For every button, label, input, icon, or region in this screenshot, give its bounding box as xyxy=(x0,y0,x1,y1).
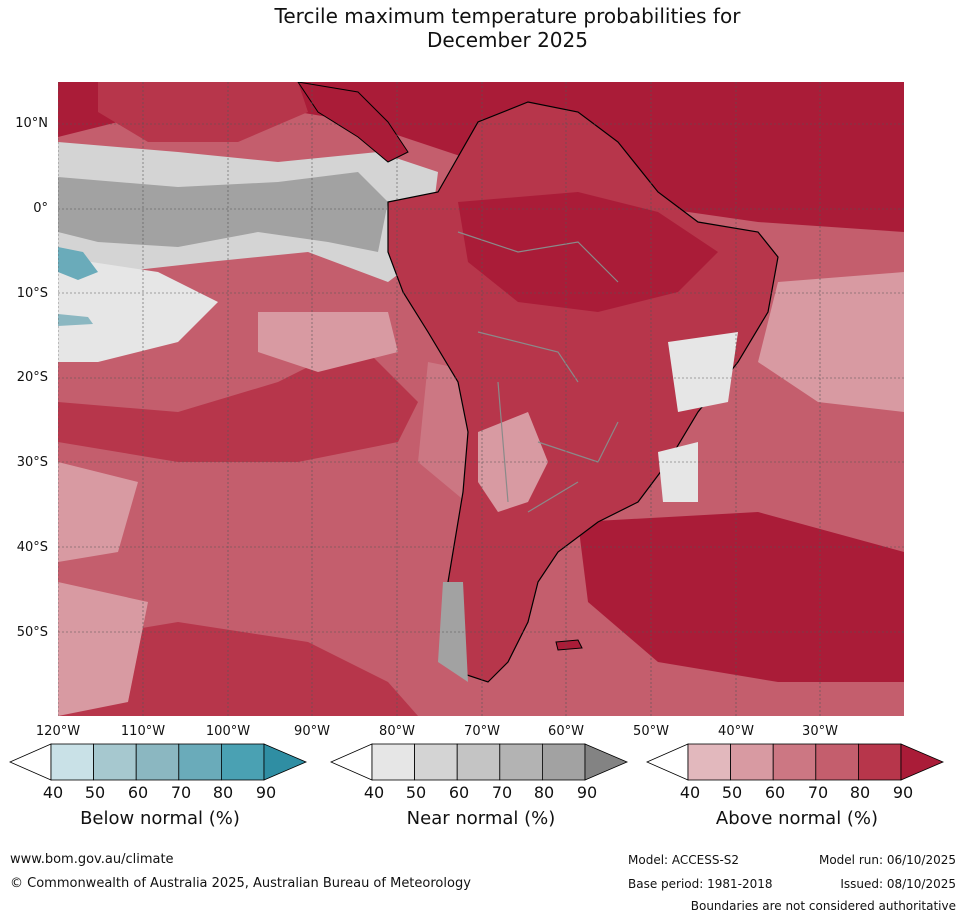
map-canvas xyxy=(58,82,904,716)
above-normal-title: Above normal (%) xyxy=(715,808,879,829)
below-normal-title: Below normal (%) xyxy=(80,808,240,829)
near-normal-colorbar xyxy=(330,743,629,781)
north-pacific-patch xyxy=(98,82,308,142)
map-title: Tercile maximum temperature probabilitie… xyxy=(0,4,965,52)
near-tick-40: 40 xyxy=(363,783,385,802)
above-colorbar-upper-extend xyxy=(900,743,945,781)
below-normal-patch-1 xyxy=(58,247,98,280)
near-normal-dark-grey xyxy=(58,172,388,252)
lon-label-90w: 90°W xyxy=(294,724,330,739)
near-colorbar-bin-3 xyxy=(456,743,501,781)
near-tick-70: 70 xyxy=(491,783,513,802)
lon-label-120w: 120°W xyxy=(35,724,81,739)
above-colorbar-bin-3 xyxy=(772,743,817,781)
above-tick-90: 90 xyxy=(892,783,914,802)
near-tick-90: 90 xyxy=(576,783,598,802)
above-tick-60: 60 xyxy=(764,783,786,802)
near-tick-80: 80 xyxy=(533,783,555,802)
near-normal-white-grey xyxy=(58,257,218,362)
below-colorbar-bin-4 xyxy=(178,743,222,781)
central-america-land xyxy=(297,82,409,163)
near-colorbar-bin-2 xyxy=(414,743,458,781)
model-name: Model: ACCESS-S2 xyxy=(628,853,740,867)
chaco-light-patch xyxy=(478,412,548,512)
title-line-1: Tercile maximum temperature probabilitie… xyxy=(274,4,741,28)
pink-patch-atlantic xyxy=(758,272,904,412)
above-tick-40: 40 xyxy=(679,783,701,802)
pink-patch-mid-pacific xyxy=(258,312,398,372)
lat-label-10n: 10°N xyxy=(15,116,48,131)
falkland-islands xyxy=(555,639,583,651)
below-normal-colorbar xyxy=(9,743,308,781)
brazil-near-normal-patch xyxy=(668,332,738,412)
lat-label-40s: 40°S xyxy=(16,540,48,555)
pink-patch-west xyxy=(58,462,138,562)
near-colorbar-bin-5 xyxy=(541,743,586,781)
below-tick-60: 60 xyxy=(127,783,149,802)
below-colorbar-upper-extend xyxy=(263,743,308,781)
boundaries-disclaimer: Boundaries are not considered authoritat… xyxy=(690,899,956,913)
near-colorbar-bin-1 xyxy=(371,743,415,781)
below-colorbar-bin-1 xyxy=(50,743,94,781)
model-run-date: Model run: 06/10/2025 xyxy=(818,853,956,867)
below-tick-80: 80 xyxy=(212,783,234,802)
lon-label-60w: 60°W xyxy=(548,724,584,739)
below-tick-50: 50 xyxy=(84,783,106,802)
southern-ocean-band xyxy=(58,622,418,716)
graticule xyxy=(58,82,904,716)
above-normal-colorbar xyxy=(646,743,945,781)
below-colorbar-lower-extend xyxy=(9,743,52,781)
lat-label-10s: 10°S xyxy=(16,286,48,301)
below-colorbar-bin-3 xyxy=(135,743,180,781)
lon-label-40w: 40°W xyxy=(718,724,754,739)
country-borders xyxy=(457,231,619,513)
near-colorbar-upper-extend xyxy=(584,743,629,781)
lat-label-0: 0° xyxy=(33,201,48,216)
patagonia-grey-patch xyxy=(438,582,468,682)
above-colorbar-bin-1 xyxy=(687,743,731,781)
near-tick-50: 50 xyxy=(405,783,427,802)
pink-patch-southwest xyxy=(58,582,148,716)
near-tick-60: 60 xyxy=(448,783,470,802)
lon-label-50w: 50°W xyxy=(633,724,669,739)
probability-map xyxy=(58,82,904,716)
lon-label-70w: 70°W xyxy=(464,724,500,739)
south-pacific-band xyxy=(58,342,418,462)
below-tick-40: 40 xyxy=(42,783,64,802)
near-normal-title: Near normal (%) xyxy=(406,808,556,829)
below-tick-70: 70 xyxy=(170,783,192,802)
above-colorbar-bin-4 xyxy=(815,743,859,781)
near-colorbar-bin-4 xyxy=(499,743,543,781)
above-tick-80: 80 xyxy=(849,783,871,802)
south-atlantic-dark-patch xyxy=(578,512,904,682)
below-normal-patch-2 xyxy=(58,314,93,326)
base-period: Base period: 1981-2018 xyxy=(628,877,773,891)
lon-label-110w: 110°W xyxy=(120,724,166,739)
above-colorbar-bin-2 xyxy=(730,743,774,781)
above-colorbar-lower-extend xyxy=(646,743,689,781)
lon-label-100w: 100°W xyxy=(205,724,251,739)
southeast-brazil-grey-patch xyxy=(658,442,698,502)
lat-label-50s: 50°S xyxy=(16,625,48,640)
lon-label-30w: 30°W xyxy=(802,724,838,739)
above-colorbar-bin-5 xyxy=(857,743,902,781)
above-tick-70: 70 xyxy=(807,783,829,802)
title-line-2: December 2025 xyxy=(427,28,588,52)
lat-label-30s: 30°S xyxy=(16,455,48,470)
lat-label-20s: 20°S xyxy=(16,370,48,385)
below-colorbar-bin-2 xyxy=(93,743,137,781)
issued-date: Issued: 08/10/2025 xyxy=(840,877,956,891)
below-tick-90: 90 xyxy=(255,783,277,802)
website-link[interactable]: www.bom.gov.au/climate xyxy=(10,852,174,867)
copyright-text: © Commonwealth of Australia 2025, Austra… xyxy=(10,876,471,891)
lon-label-80w: 80°W xyxy=(379,724,415,739)
near-colorbar-lower-extend xyxy=(330,743,373,781)
above-tick-50: 50 xyxy=(721,783,743,802)
below-colorbar-bin-5 xyxy=(220,743,265,781)
